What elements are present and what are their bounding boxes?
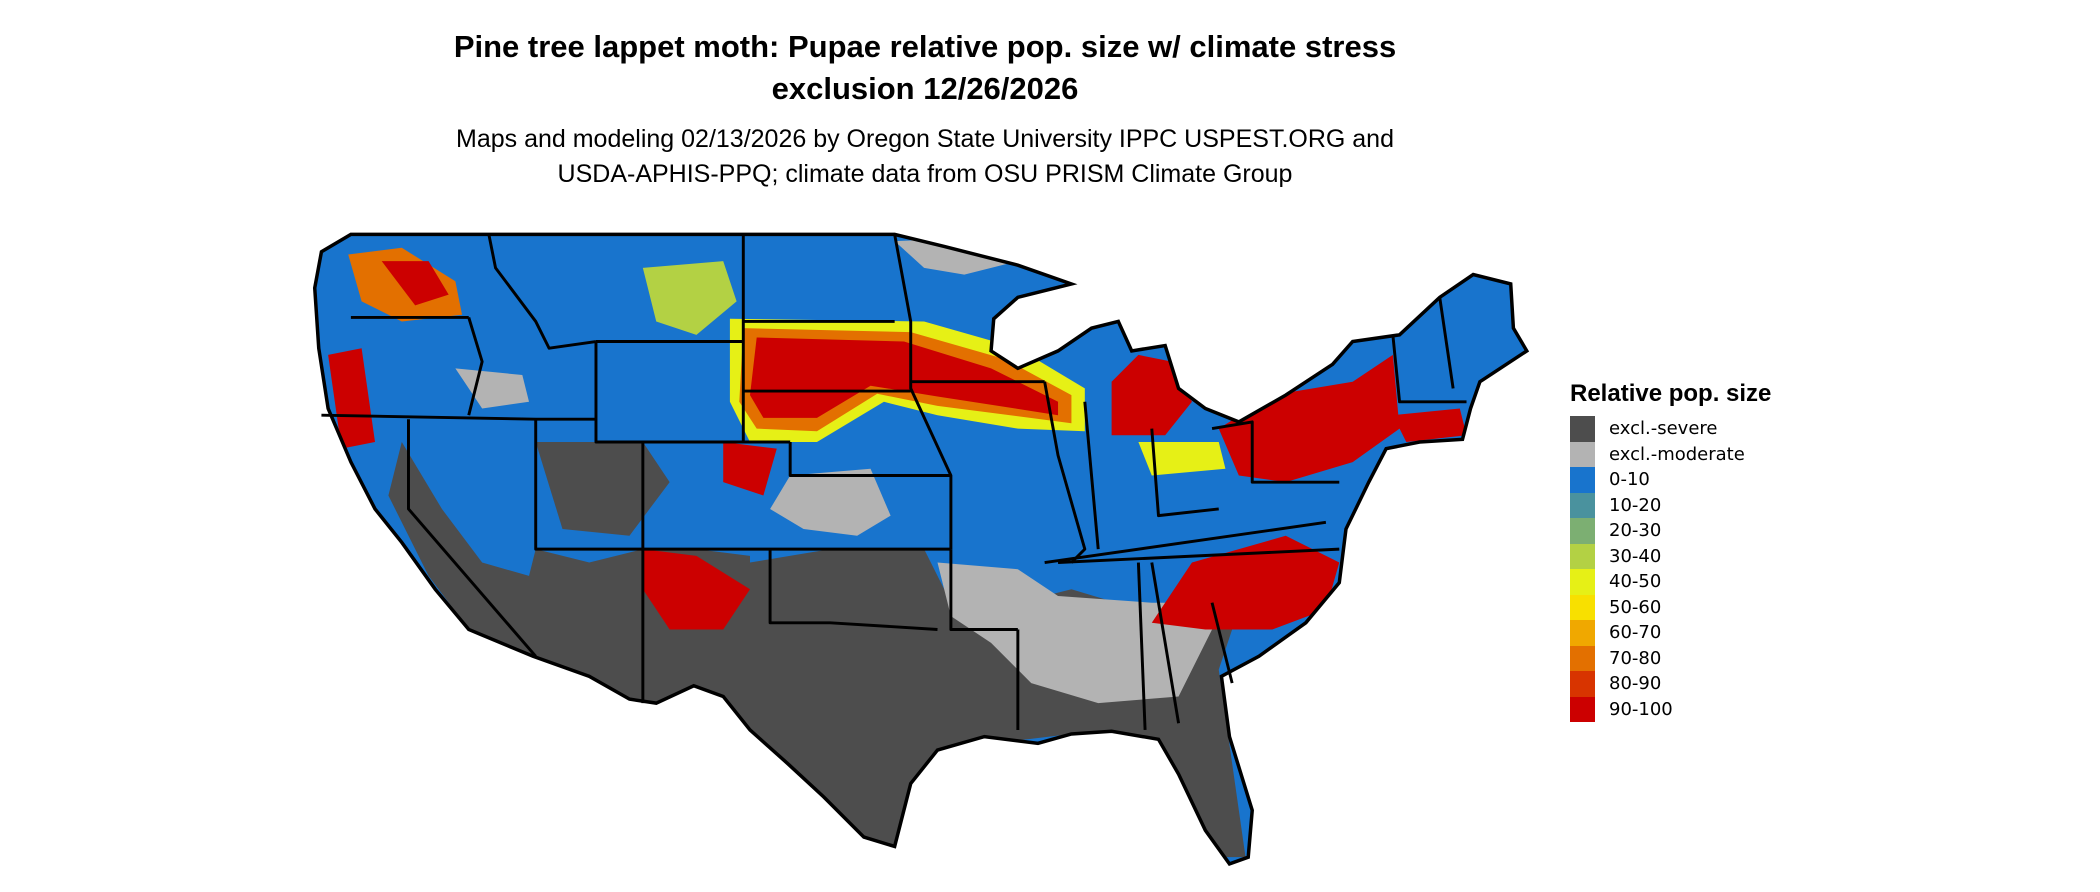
legend-swatch <box>1570 492 1595 518</box>
legend-item: 0-10 <box>1570 467 1771 493</box>
state-border <box>1438 297 1455 389</box>
legend-item: 10-20 <box>1570 492 1771 518</box>
legend-swatch <box>1570 645 1595 671</box>
legend-label: 10-20 <box>1609 494 1662 516</box>
state-border <box>949 549 1018 631</box>
region-90-100 <box>328 348 375 449</box>
map-subtitle: Maps and modeling 02/13/2026 by Oregon S… <box>0 122 1850 192</box>
subtitle-line-2: USDA-APHIS-PPQ; climate data from OSU PR… <box>557 160 1293 188</box>
region-30-40 <box>642 261 737 335</box>
legend-title: Relative pop. size <box>1570 380 1772 407</box>
legend-swatch <box>1570 671 1595 697</box>
legend-label: 50-60 <box>1609 596 1662 618</box>
region-excl-moderate <box>770 468 891 536</box>
country-outline <box>312 232 1530 866</box>
region-90-100 <box>1111 354 1192 436</box>
state-border <box>1044 520 1327 564</box>
state-border <box>1043 381 1087 564</box>
legend-label: 40-50 <box>1609 571 1662 593</box>
legend-item: 70-80 <box>1570 645 1771 671</box>
region-90-100 <box>750 337 1059 418</box>
legend-swatch <box>1570 594 1595 620</box>
legend-item: 20-30 <box>1570 518 1771 544</box>
legend-label: 0-10 <box>1609 469 1650 491</box>
legend-label: 70-80 <box>1609 647 1662 669</box>
legend-item: 40-50 <box>1570 569 1771 595</box>
state-border <box>467 316 484 416</box>
legend: Relative pop. size excl.-severe excl.-mod… <box>1570 380 1771 722</box>
state-border <box>1211 420 1340 484</box>
region-90-100 <box>1151 535 1340 630</box>
legend-label: 20-30 <box>1609 520 1662 542</box>
legend-label: 60-70 <box>1609 622 1662 644</box>
state-border <box>407 419 537 658</box>
state-border <box>487 234 597 350</box>
legend-swatch <box>1570 696 1595 722</box>
state-border <box>534 419 643 551</box>
legend-swatch <box>1570 620 1595 646</box>
region-excl-moderate <box>455 368 530 409</box>
legend-swatch <box>1570 416 1595 442</box>
state-border <box>893 234 953 550</box>
legend-label: excl.-moderate <box>1609 443 1745 465</box>
legend-label: 30-40 <box>1609 545 1662 567</box>
title-line-1: Pine tree lappet moth: Pupae relative po… <box>453 29 1397 64</box>
legend-swatch <box>1570 467 1595 493</box>
region-90-100 <box>1392 408 1467 442</box>
legend-label: 90-100 <box>1609 698 1673 720</box>
legend-item: 90-100 <box>1570 696 1771 722</box>
state-border <box>768 549 938 631</box>
legend-item: 60-70 <box>1570 620 1771 646</box>
legend-item: 50-60 <box>1570 594 1771 620</box>
legend-swatch <box>1570 569 1595 595</box>
region-90-100 <box>723 441 777 496</box>
legend-item: 30-40 <box>1570 543 1771 569</box>
state-border <box>1210 602 1234 684</box>
title-line-2: exclusion 12/26/2026 <box>771 71 1079 106</box>
state-border <box>1136 562 1147 730</box>
state-borders <box>312 232 1530 866</box>
region-90-100 <box>642 549 750 630</box>
state-border <box>1057 547 1340 564</box>
legend-label: excl.-severe <box>1609 418 1718 440</box>
legend-swatch <box>1570 441 1595 467</box>
region-excl-moderate <box>894 238 1018 275</box>
state-border <box>1150 428 1219 518</box>
region-90-100 <box>381 261 449 306</box>
region-excl-severe <box>535 441 670 536</box>
state-border <box>1083 401 1100 550</box>
region-90-100 <box>1218 354 1400 483</box>
legend-swatch <box>1570 518 1595 544</box>
legend-swatch <box>1570 543 1595 569</box>
legend-item: excl.-severe <box>1570 416 1771 442</box>
state-border <box>594 341 791 444</box>
map-title: Pine tree lappet moth: Pupae relative po… <box>0 26 1850 110</box>
state-border <box>788 441 951 477</box>
region-40-50 <box>1138 441 1226 476</box>
state-border <box>1391 334 1467 404</box>
region-excl-severe <box>388 441 1246 858</box>
state-border <box>1150 562 1181 724</box>
legend-label: 80-90 <box>1609 673 1662 695</box>
subtitle-line-1: Maps and modeling 02/13/2026 by Oregon S… <box>456 125 1394 153</box>
legend-item: excl.-moderate <box>1570 441 1771 467</box>
legend-item: 80-90 <box>1570 671 1771 697</box>
